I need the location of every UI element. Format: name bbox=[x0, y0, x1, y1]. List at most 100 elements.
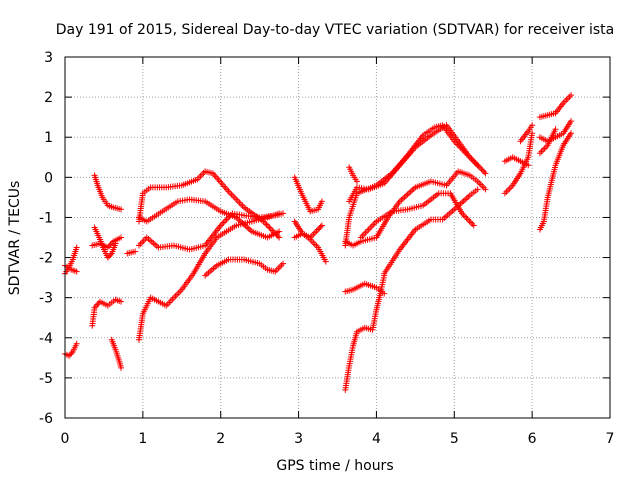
data-point-marker bbox=[274, 233, 281, 240]
data-point-marker bbox=[568, 130, 575, 137]
data-point-marker bbox=[267, 225, 274, 232]
data-point-marker bbox=[318, 198, 325, 205]
y-tick-label: -5 bbox=[39, 371, 53, 387]
data-point-marker bbox=[317, 223, 324, 230]
series-s20 bbox=[381, 186, 481, 277]
series-s28 bbox=[517, 122, 536, 145]
y-tick-label: -4 bbox=[39, 331, 53, 347]
data-point-marker bbox=[65, 352, 72, 359]
data-point-marker bbox=[280, 260, 286, 267]
plot-frame bbox=[64, 56, 611, 419]
data-point-marker bbox=[406, 189, 413, 196]
data-point-marker bbox=[112, 240, 119, 247]
data-point-marker bbox=[459, 199, 466, 206]
data-point-marker bbox=[461, 213, 468, 220]
data-point-marker bbox=[263, 221, 270, 228]
series-s08 bbox=[108, 336, 125, 371]
series-s05 bbox=[89, 234, 125, 251]
data-point-marker bbox=[236, 217, 243, 224]
data-point-marker bbox=[318, 222, 325, 229]
data-point-marker bbox=[460, 197, 467, 204]
data-point-marker bbox=[401, 194, 408, 201]
data-point-marker bbox=[474, 162, 481, 169]
data-point-marker bbox=[118, 234, 125, 241]
data-point-marker bbox=[322, 258, 329, 265]
data-point-marker bbox=[276, 234, 283, 241]
data-point-marker bbox=[482, 186, 489, 193]
data-point-marker bbox=[568, 118, 575, 125]
data-point-marker bbox=[106, 253, 113, 260]
series-s07 bbox=[91, 172, 125, 213]
data-point-marker bbox=[552, 126, 559, 133]
data-point-marker bbox=[478, 166, 485, 173]
y-tick-label: 2 bbox=[44, 90, 53, 106]
data-point-marker bbox=[106, 243, 113, 250]
series-s04 bbox=[89, 296, 125, 329]
y-axis-label: SDTVAR / TECUs bbox=[7, 181, 23, 296]
data-point-marker bbox=[118, 206, 125, 213]
series-s23 bbox=[346, 122, 481, 205]
series-s09 bbox=[135, 210, 283, 343]
y-tick-label: 0 bbox=[44, 170, 53, 186]
data-point-marker bbox=[568, 92, 575, 99]
data-point-marker bbox=[316, 225, 323, 232]
x-tick-label: 7 bbox=[606, 431, 615, 447]
y-tick-label: 1 bbox=[44, 130, 53, 146]
data-point-marker bbox=[469, 220, 476, 227]
data-point-marker bbox=[470, 222, 477, 229]
data-point-marker bbox=[118, 298, 125, 305]
data-point-marker bbox=[462, 196, 469, 203]
data-point-marker bbox=[482, 170, 489, 177]
data-point-marker bbox=[220, 219, 227, 226]
x-tick-label: 2 bbox=[216, 431, 225, 447]
x-tick-label: 5 bbox=[450, 431, 459, 447]
series-s15 bbox=[291, 174, 325, 215]
data-point-marker bbox=[529, 122, 536, 129]
series-s11 bbox=[135, 168, 283, 241]
data-point-marker bbox=[276, 228, 283, 235]
y-tick-label: -6 bbox=[39, 411, 53, 427]
series-s17 bbox=[291, 230, 329, 265]
data-point-marker bbox=[266, 224, 273, 231]
data-point-marker bbox=[463, 195, 470, 202]
y-tick-labels: -6 -5 -4 -3 -2 -1 0 1 2 3 bbox=[39, 50, 53, 427]
data-point-marker bbox=[474, 186, 481, 193]
data-point-marker bbox=[466, 217, 473, 224]
x-tick-label: 1 bbox=[138, 431, 147, 447]
y-tick-label: -3 bbox=[39, 291, 53, 307]
data-point-marker bbox=[280, 210, 286, 217]
series-s32 bbox=[536, 126, 559, 157]
series-s31 bbox=[536, 92, 575, 121]
data-point-marker bbox=[107, 251, 114, 258]
y-tick-label: -1 bbox=[39, 210, 53, 226]
data-point-marker bbox=[222, 217, 229, 224]
data-point-marker bbox=[481, 168, 488, 175]
data-point-marker bbox=[219, 220, 226, 227]
grid-lines bbox=[65, 57, 610, 418]
data-point-marker bbox=[353, 178, 360, 185]
series-s25 bbox=[346, 164, 360, 185]
data-point-marker bbox=[73, 268, 80, 275]
x-tick-label: 3 bbox=[294, 431, 303, 447]
series-s19 bbox=[342, 280, 388, 297]
data-point-marker bbox=[463, 214, 470, 221]
series-s13 bbox=[202, 256, 286, 279]
x-tick-label: 4 bbox=[372, 431, 381, 447]
data-point-marker bbox=[104, 254, 111, 261]
data-point-marker bbox=[409, 187, 416, 194]
data-point-marker bbox=[381, 290, 388, 297]
data-point-marker bbox=[73, 244, 80, 251]
series-s12 bbox=[135, 196, 283, 241]
series-s29 bbox=[536, 130, 575, 233]
series-s27 bbox=[501, 130, 536, 197]
data-point-marker bbox=[95, 300, 102, 307]
data-point-marker bbox=[132, 248, 139, 255]
data-point-marker bbox=[68, 350, 75, 357]
data-point-marker bbox=[399, 195, 406, 202]
series-s24 bbox=[357, 190, 477, 241]
x-tick-labels: 0 1 2 3 4 5 6 7 bbox=[61, 431, 615, 447]
data-point-marker bbox=[404, 191, 411, 198]
data-marks bbox=[62, 92, 575, 393]
data-point-marker bbox=[315, 226, 322, 233]
